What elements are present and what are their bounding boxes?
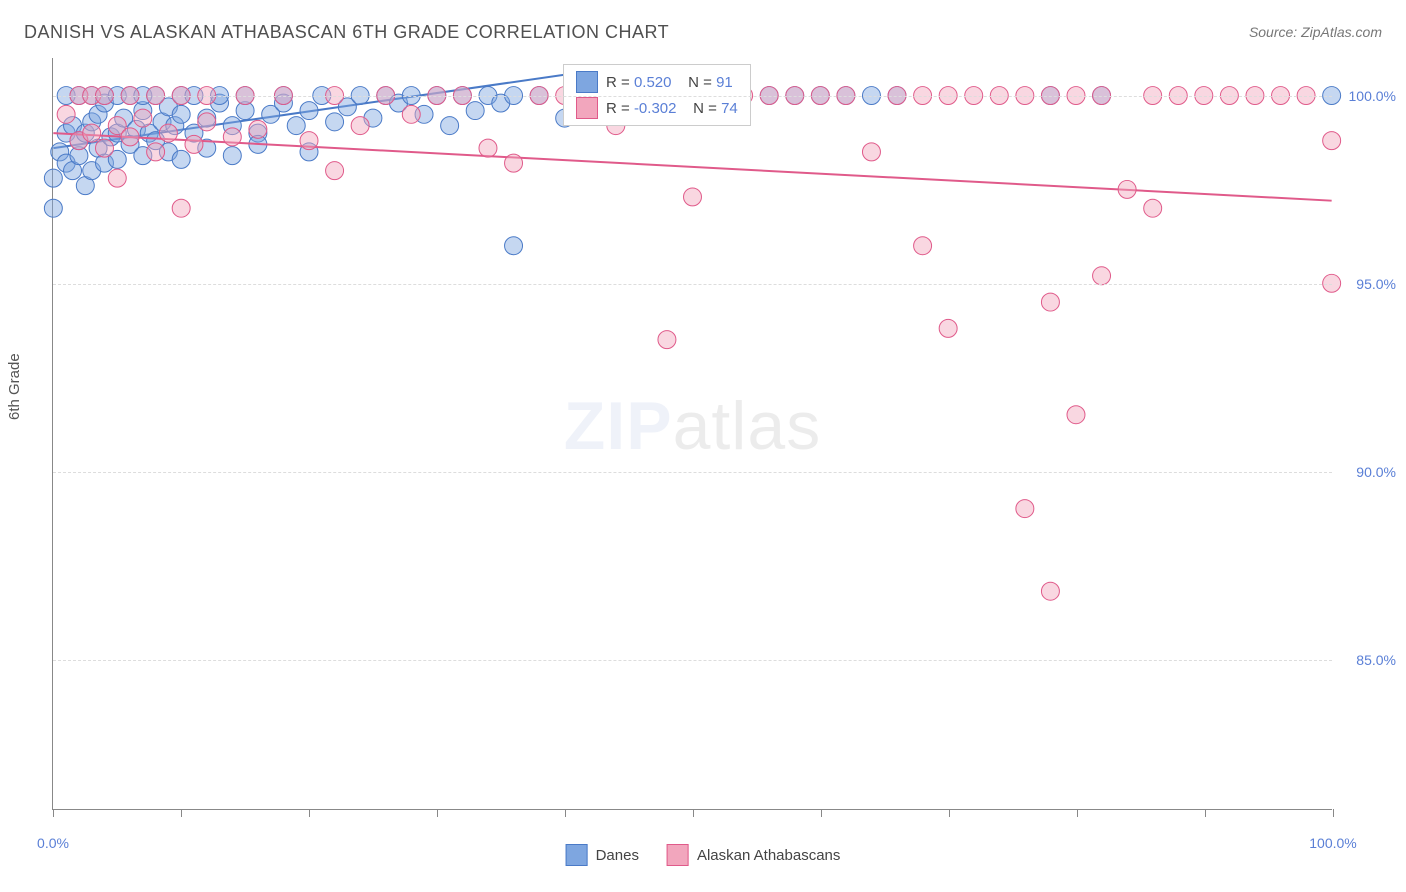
data-point bbox=[1041, 582, 1059, 600]
legend-label: Alaskan Athabascans bbox=[697, 847, 840, 864]
plot-area: R = 0.520 N = 91R = -0.302 N = 74 ZIPatl… bbox=[52, 58, 1332, 810]
x-tick bbox=[693, 809, 694, 817]
data-point bbox=[862, 143, 880, 161]
x-tick bbox=[181, 809, 182, 817]
x-tick-label: 0.0% bbox=[37, 835, 69, 851]
x-tick bbox=[1205, 809, 1206, 817]
data-point bbox=[249, 120, 267, 138]
data-point bbox=[441, 117, 459, 135]
x-tick bbox=[1333, 809, 1334, 817]
data-point bbox=[147, 143, 165, 161]
gridline bbox=[53, 284, 1332, 285]
chart-title: DANISH VS ALASKAN ATHABASCAN 6TH GRADE C… bbox=[24, 22, 669, 43]
data-point bbox=[121, 128, 139, 146]
data-point bbox=[287, 117, 305, 135]
data-point bbox=[300, 102, 318, 120]
data-point bbox=[44, 169, 62, 187]
data-point bbox=[505, 237, 523, 255]
data-point bbox=[684, 188, 702, 206]
data-point bbox=[159, 124, 177, 142]
x-tick bbox=[437, 809, 438, 817]
gridline bbox=[53, 96, 1332, 97]
y-tick-label: 85.0% bbox=[1356, 652, 1396, 668]
x-tick bbox=[1077, 809, 1078, 817]
stats-text: R = -0.302 N = 74 bbox=[606, 100, 738, 117]
data-point bbox=[172, 150, 190, 168]
legend-swatch bbox=[566, 844, 588, 866]
x-tick bbox=[949, 809, 950, 817]
legend-label: Danes bbox=[596, 847, 639, 864]
data-point bbox=[95, 139, 113, 157]
data-point bbox=[44, 199, 62, 217]
gridline bbox=[53, 660, 1332, 661]
data-point bbox=[134, 109, 152, 127]
data-point bbox=[402, 105, 420, 123]
data-point bbox=[172, 105, 190, 123]
x-tick bbox=[821, 809, 822, 817]
data-point bbox=[1041, 293, 1059, 311]
data-point bbox=[300, 132, 318, 150]
data-point bbox=[326, 162, 344, 180]
x-tick bbox=[309, 809, 310, 817]
legend-swatch bbox=[576, 71, 598, 93]
data-point bbox=[198, 113, 216, 131]
stats-text: R = 0.520 N = 91 bbox=[606, 74, 733, 91]
data-point bbox=[505, 154, 523, 172]
data-point bbox=[326, 113, 344, 131]
x-tick-label: 100.0% bbox=[1309, 835, 1356, 851]
data-point bbox=[1323, 132, 1341, 150]
y-tick-label: 100.0% bbox=[1349, 88, 1396, 104]
legend-item: Danes bbox=[566, 844, 639, 866]
data-point bbox=[1093, 267, 1111, 285]
x-tick bbox=[53, 809, 54, 817]
legend-item: Alaskan Athabascans bbox=[667, 844, 840, 866]
data-point bbox=[172, 199, 190, 217]
stats-legend-row: R = 0.520 N = 91 bbox=[576, 71, 738, 93]
gridline bbox=[53, 472, 1332, 473]
data-point bbox=[939, 319, 957, 337]
data-point bbox=[1144, 199, 1162, 217]
data-point bbox=[351, 117, 369, 135]
y-tick-label: 95.0% bbox=[1356, 276, 1396, 292]
data-point bbox=[223, 128, 241, 146]
data-point bbox=[1016, 500, 1034, 518]
y-axis-label: 6th Grade bbox=[6, 353, 23, 420]
data-point bbox=[185, 135, 203, 153]
data-point bbox=[223, 147, 241, 165]
data-point bbox=[108, 169, 126, 187]
data-point bbox=[1118, 180, 1136, 198]
chart-svg bbox=[53, 58, 1332, 809]
data-point bbox=[1067, 406, 1085, 424]
data-point bbox=[83, 124, 101, 142]
data-point bbox=[466, 102, 484, 120]
legend-swatch bbox=[576, 97, 598, 119]
data-point bbox=[479, 139, 497, 157]
bottom-legend: Danes Alaskan Athabascans bbox=[566, 844, 841, 866]
stats-legend-row: R = -0.302 N = 74 bbox=[576, 97, 738, 119]
y-tick-label: 90.0% bbox=[1356, 464, 1396, 480]
x-tick bbox=[565, 809, 566, 817]
legend-swatch bbox=[667, 844, 689, 866]
data-point bbox=[57, 105, 75, 123]
data-point bbox=[658, 331, 676, 349]
source-label: Source: ZipAtlas.com bbox=[1249, 24, 1382, 40]
data-point bbox=[914, 237, 932, 255]
